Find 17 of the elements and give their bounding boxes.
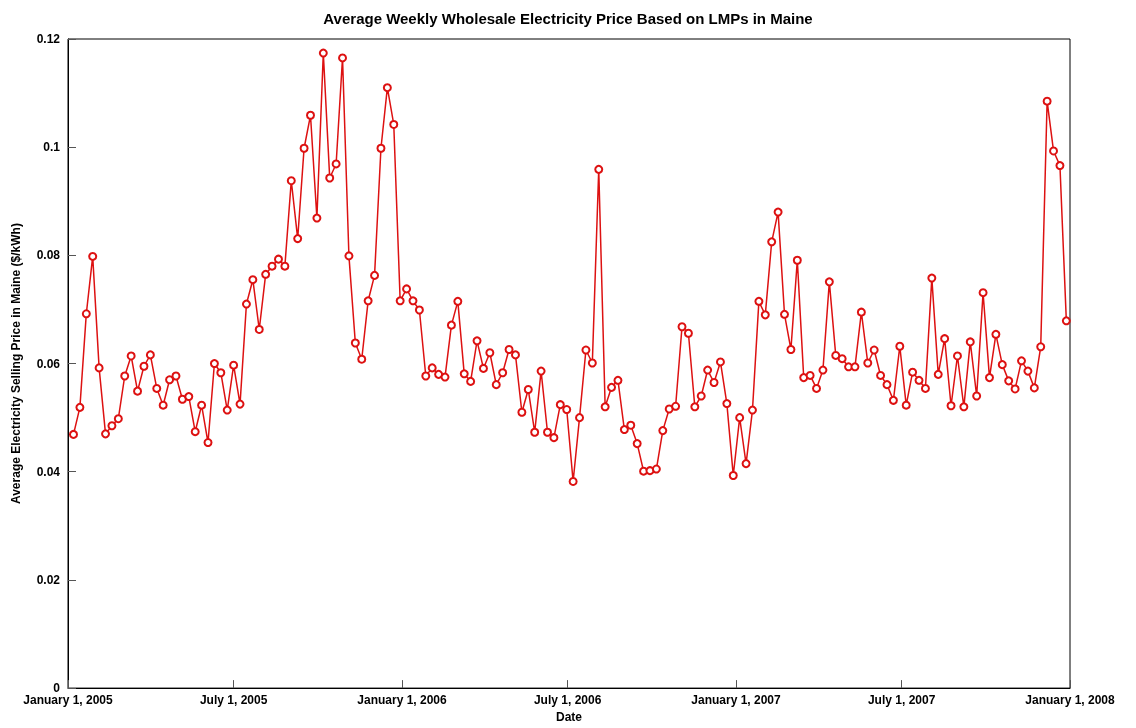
x-tick-label: July 1, 2005 <box>199 693 268 708</box>
y-tick-label: 0.06 <box>36 356 61 371</box>
x-tick-label: July 1, 2006 <box>533 693 602 708</box>
chart-title: Average Weekly Wholesale Electricity Price Based on LMPs in Maine <box>323 10 813 27</box>
x-tick-label: January 1, 2005 <box>23 693 114 708</box>
y-tick-label: 0.1 <box>43 140 61 155</box>
x-axis-title: Date <box>555 710 583 724</box>
y-tick-label: 0.12 <box>36 32 61 46</box>
y-tick-label: 0 <box>53 681 61 696</box>
x-tick-label: January 1, 2006 <box>357 693 448 708</box>
x-tick-label: July 1, 2007 <box>867 693 936 708</box>
x-tick-label: January 1, 2007 <box>691 693 782 708</box>
y-tick-label: 0.04 <box>36 464 61 479</box>
x-tick-label: January 1, 2008 <box>1025 693 1116 708</box>
y-tick-label: 0.02 <box>36 572 61 587</box>
y-tick-label: 0.08 <box>36 248 61 263</box>
y-axis-title: Average Electricity Selling Price in Maine ($/kWh) <box>9 223 23 505</box>
